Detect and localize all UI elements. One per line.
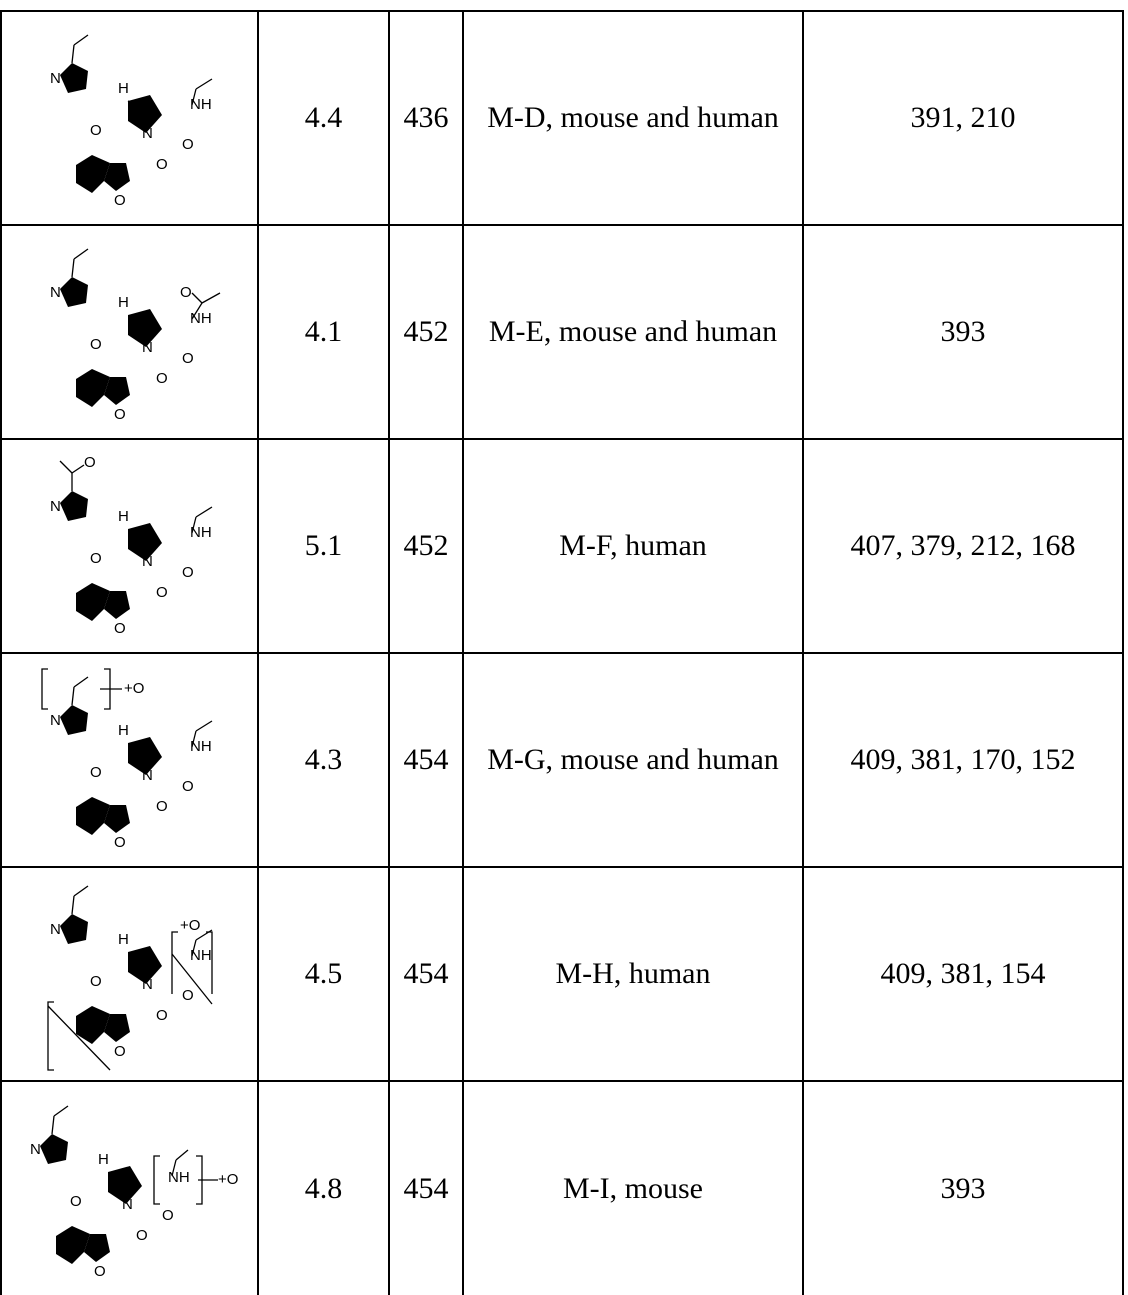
svg-text:N: N [142, 976, 153, 993]
fragment-ions: 409, 381, 154 [802, 866, 1124, 1082]
table-row: N H O N O O NH O 4.4 436 M-D, mouse and … [0, 10, 1124, 226]
svg-text:O: O [114, 620, 126, 637]
retention-time: 4.5 [257, 866, 390, 1082]
metabolite-structure-M-G-icon: +O N H O N O O NH O [40, 668, 212, 851]
svg-text:O: O [156, 584, 168, 601]
table-row: +O N H O N O O NH O 4.5 454 M-H, human 4… [0, 866, 1124, 1082]
svg-text:N: N [142, 767, 153, 784]
svg-text:N: N [30, 1141, 41, 1158]
metabolite-name: M-H, human [462, 866, 804, 1082]
retention-time: 4.3 [257, 652, 390, 868]
svg-text:O: O [90, 122, 102, 139]
table-row: +O N H O N O O NH O 4.3 454 M-G, mouse a… [0, 652, 1124, 868]
metabolite-name: M-G, mouse and human [462, 652, 804, 868]
structure-cell: +O N H O N O O NH O [0, 1080, 259, 1295]
svg-text:O: O [90, 973, 102, 990]
metabolite-name: M-I, mouse [462, 1080, 804, 1295]
svg-text:NH: NH [190, 738, 212, 755]
mz-value: 452 [388, 438, 464, 654]
svg-text:NH: NH [190, 524, 212, 541]
svg-text:O: O [182, 136, 194, 153]
svg-text:O: O [84, 454, 96, 471]
svg-text:+O: +O [124, 680, 144, 697]
svg-text:O: O [114, 192, 126, 209]
mz-value: 454 [388, 866, 464, 1082]
structure-cell: +O N H O N O O NH O [0, 866, 259, 1082]
svg-text:N: N [142, 339, 153, 356]
metabolite-name: M-E, mouse and human [462, 224, 804, 440]
fragment-ions: 407, 379, 212, 168 [802, 438, 1124, 654]
table-row: +O N H O N O O NH O 4.8 454 M-I, mouse 3… [0, 1080, 1124, 1295]
mz-value: 454 [388, 1080, 464, 1295]
retention-time: 5.1 [257, 438, 390, 654]
svg-text:NH: NH [190, 96, 212, 113]
svg-text:O: O [114, 1043, 126, 1060]
mz-value: 454 [388, 652, 464, 868]
retention-time: 4.4 [257, 10, 390, 226]
table-row: N H O N O O O NH O 4.1 452 M-E, mouse an… [0, 224, 1124, 440]
metabolite-name: M-F, human [462, 438, 804, 654]
svg-text:N: N [122, 1196, 133, 1213]
svg-text:N: N [50, 70, 61, 87]
structure-cell: +O N H O N O O NH O [0, 652, 259, 868]
svg-text:+O: +O [180, 917, 200, 934]
svg-text:H: H [118, 931, 129, 948]
svg-text:H: H [118, 722, 129, 739]
mz-value: 436 [388, 10, 464, 226]
svg-text:N: N [50, 921, 61, 938]
retention-time: 4.8 [257, 1080, 390, 1295]
svg-text:NH: NH [190, 310, 212, 327]
svg-text:O: O [182, 564, 194, 581]
svg-text:O: O [90, 550, 102, 567]
svg-text:O: O [156, 798, 168, 815]
svg-text:O: O [180, 284, 192, 301]
svg-text:H: H [118, 294, 129, 311]
svg-text:H: H [118, 508, 129, 525]
fragment-ions: 409, 381, 170, 152 [802, 652, 1124, 868]
svg-text:N: N [142, 553, 153, 570]
metabolite-structure-M-H-icon: +O N H O N O O NH O [46, 885, 213, 1071]
retention-time: 4.1 [257, 224, 390, 440]
svg-text:O: O [94, 1263, 106, 1280]
svg-text:O: O [182, 987, 194, 1004]
svg-text:+O: +O [218, 1171, 238, 1188]
structure-cell: N H O N O O NH O [0, 10, 259, 226]
mz-value: 452 [388, 224, 464, 440]
svg-text:O: O [114, 406, 126, 423]
fragment-ions: 393 [802, 1080, 1124, 1295]
svg-text:O: O [90, 336, 102, 353]
metabolite-structure-M-I-icon: +O N H O N O O NH O [27, 1104, 238, 1280]
metabolite-structure-M-F-icon: O N H O N O O NH O [47, 454, 212, 637]
svg-text:O: O [182, 350, 194, 367]
svg-text:O: O [156, 1007, 168, 1024]
svg-text:O: O [156, 156, 168, 173]
svg-text:O: O [90, 764, 102, 781]
svg-text:O: O [156, 370, 168, 387]
structure-cell: O N H O N O O NH O [0, 438, 259, 654]
svg-text:O: O [182, 778, 194, 795]
svg-text:O: O [70, 1193, 82, 1210]
svg-text:NH: NH [190, 947, 212, 964]
svg-text:N: N [50, 498, 61, 515]
svg-text:N: N [142, 125, 153, 142]
fragment-ions: 391, 210 [802, 10, 1124, 226]
table-row: O N H O N O O NH O 5.1 452 M-F, human 40… [0, 438, 1124, 654]
metabolite-table: N H O N O O NH O 4.4 436 M-D, mouse and … [0, 10, 1124, 1295]
metabolite-name: M-D, mouse and human [462, 10, 804, 226]
svg-text:NH: NH [168, 1169, 190, 1186]
svg-text:H: H [118, 80, 129, 97]
metabolite-structure-M-D-icon: N H O N O O NH O [47, 34, 212, 209]
fragment-ions: 393 [802, 224, 1124, 440]
svg-text:N: N [50, 284, 61, 301]
svg-text:O: O [162, 1207, 174, 1224]
metabolite-structure-M-E-icon: N H O N O O O NH O [47, 248, 220, 423]
svg-text:O: O [114, 834, 126, 851]
structure-cell: N H O N O O O NH O [0, 224, 259, 440]
svg-text:N: N [50, 712, 61, 729]
svg-text:O: O [136, 1227, 148, 1244]
svg-text:H: H [98, 1151, 109, 1168]
